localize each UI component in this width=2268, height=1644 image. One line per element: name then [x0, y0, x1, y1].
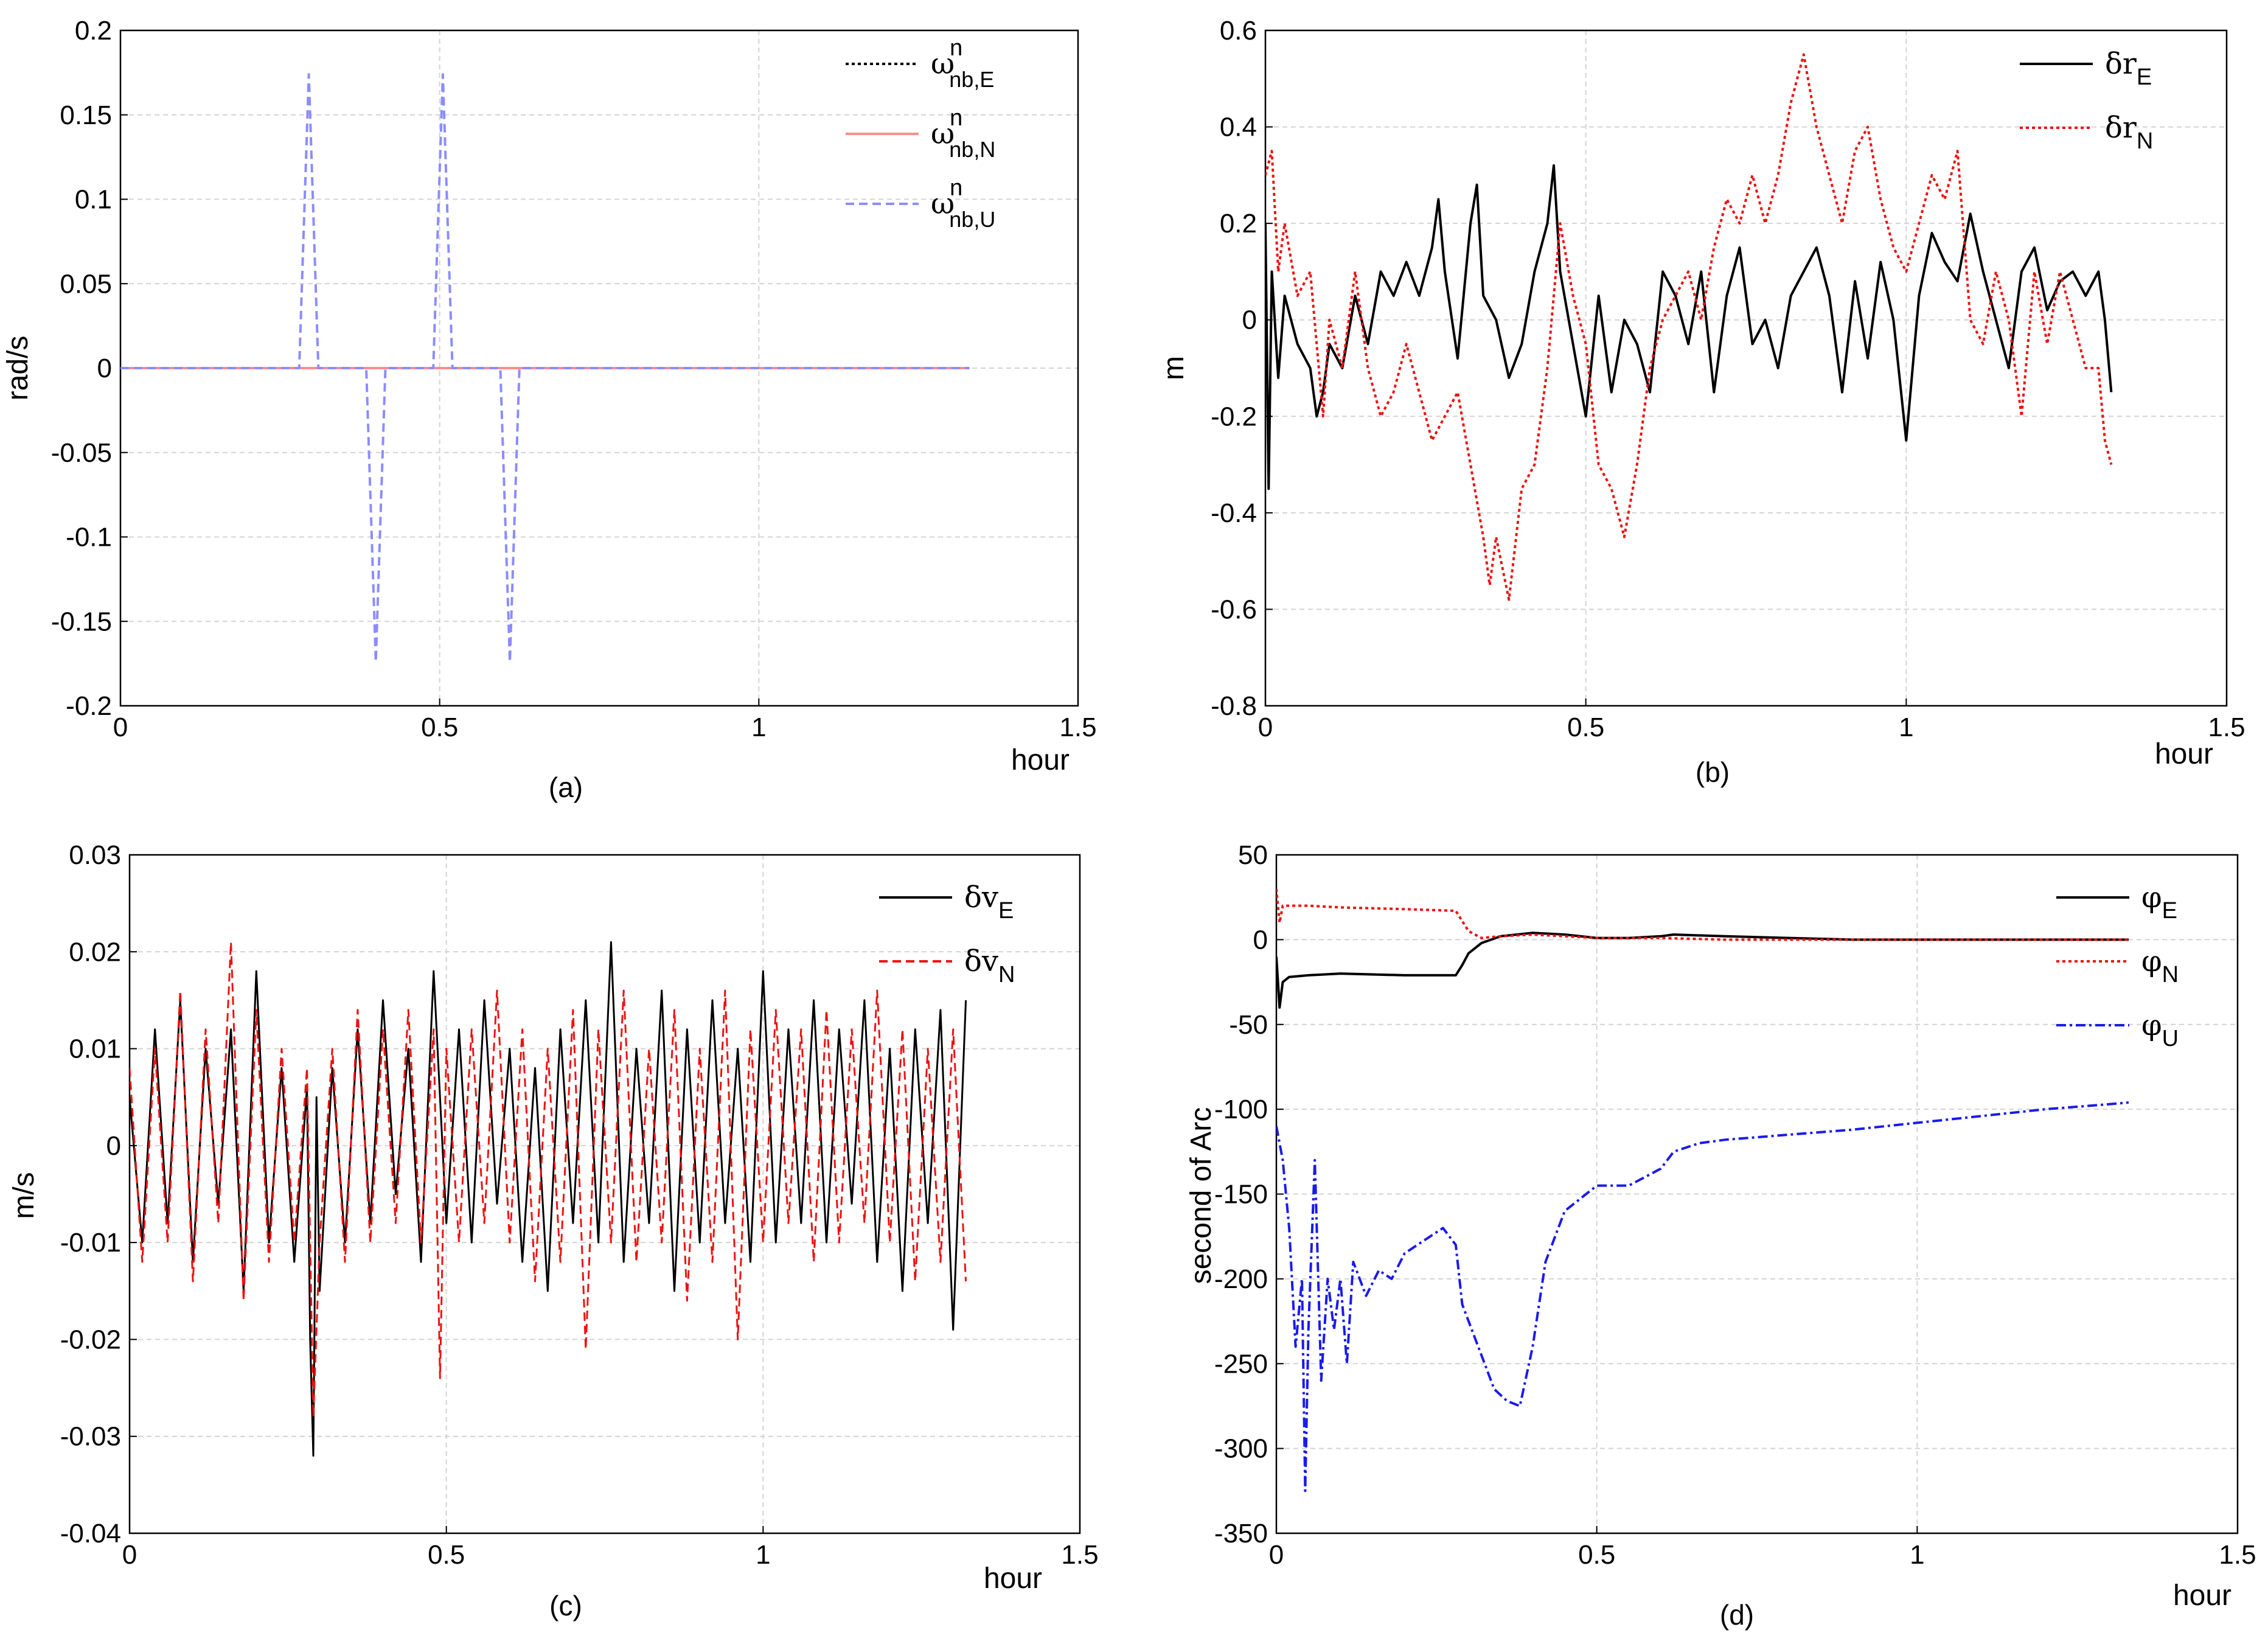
x-tick-label: 1.5: [1059, 712, 1096, 742]
chart-a: 0 0.5 1 1.5 -0.2 -0.15 -0.1 -0.05 0 0.05 0.1 0.15 0.…: [2, 16, 1097, 803]
chart-d: 0 0.5 1 1.5 -350 -300 -250 -200 -150 -100 -50 0 50 ho…: [1185, 840, 2256, 1631]
x-tick-label: 1: [756, 1540, 770, 1570]
y-tick-label: 0.02: [69, 937, 121, 967]
legend-label: δrE: [2105, 47, 2152, 90]
x-tick-label: 0.5: [421, 712, 458, 742]
y-tick-label: 0: [1242, 305, 1257, 335]
y-tick-label: -50: [1229, 1010, 1268, 1040]
legend-label: φE: [2141, 880, 2177, 924]
y-tick-label: -0.4: [1211, 498, 1257, 528]
x-tick-label: 0.5: [428, 1540, 465, 1570]
y-tick-label: 0.01: [69, 1034, 121, 1064]
y-tick-label: -0.04: [60, 1519, 121, 1548]
panel-caption: (b): [1696, 756, 1730, 788]
y-tick-label: -250: [1214, 1349, 1268, 1379]
y-tick-label: -0.03: [60, 1422, 121, 1452]
x-tick-label: 1.5: [1061, 1540, 1098, 1570]
x-axis-label: hour: [984, 1562, 1042, 1595]
y-tick-label: 0.2: [75, 16, 112, 46]
x-axis-label: hour: [2155, 738, 2213, 770]
y-axis-label: m/s: [8, 1172, 40, 1219]
x-tick-label: 0: [113, 712, 128, 742]
y-tick-label: -300: [1214, 1434, 1268, 1464]
y-tick-label: 0: [106, 1131, 121, 1161]
x-axis-label: hour: [2173, 1580, 2231, 1612]
x-tick-label: 1: [751, 712, 766, 742]
x-tick-label: 0: [122, 1540, 137, 1570]
legend-label: φN: [2141, 944, 2179, 987]
y-tick-label: -350: [1214, 1519, 1268, 1548]
x-tick-label: 1.5: [2219, 1540, 2256, 1570]
series-line-n: [130, 941, 967, 1418]
x-tick-label: 0: [1269, 1540, 1284, 1570]
y-tick-label: -0.1: [66, 523, 112, 552]
chart-b: 0 0.5 1 1.5 -0.8 -0.6 -0.4 -0.2 0 0.2 0.4 0.6 hour m (…: [1158, 16, 2245, 788]
y-axis-label: m: [1158, 356, 1190, 380]
series-line-e: [1265, 164, 2113, 490]
y-tick-label: -0.05: [51, 438, 112, 468]
y-tick-label: -0.6: [1211, 594, 1257, 624]
y-tick-label: 0.03: [69, 840, 121, 870]
legend-label: φU: [2141, 1008, 2179, 1051]
x-tick-label: 0.5: [1578, 1540, 1615, 1570]
legend-label: δrN: [2105, 111, 2153, 154]
legend-label: ωn nb,U: [931, 175, 995, 232]
y-tick-label: -0.15: [51, 607, 112, 636]
x-tick-label: 0.5: [1567, 712, 1604, 742]
panel-caption: (d): [1720, 1599, 1754, 1631]
y-tick-label: -0.8: [1211, 691, 1257, 721]
y-tick-label: 0.15: [60, 100, 112, 130]
y-tick-label: 0.2: [1220, 209, 1257, 239]
series-line-u: [1276, 1101, 2129, 1492]
y-tick-label: -100: [1214, 1095, 1268, 1124]
y-axis-label: second of Arc: [1185, 1107, 1217, 1284]
y-tick-label: 0.4: [1220, 113, 1257, 142]
legend-label: ωn nb,N: [931, 105, 995, 162]
y-tick-label: -150: [1214, 1180, 1268, 1210]
y-tick-label: -0.02: [60, 1325, 121, 1354]
legend-label: ωn nb,E: [931, 35, 994, 92]
chart-c: 0 0.5 1 1.5 -0.04 -0.03 -0.02 -0.01 0 0.01 0.02 0.0…: [8, 840, 1099, 1621]
x-tick-label: 1.5: [2208, 712, 2245, 742]
series-line-e: [130, 941, 967, 1457]
plot-frame: [128, 854, 1081, 1534]
x-tick-label: 0: [1258, 712, 1273, 742]
y-tick-label: 50: [1238, 840, 1268, 870]
x-tick-label: 1: [1910, 1540, 1924, 1570]
y-tick-label: 0: [1253, 925, 1268, 955]
y-tick-label: -0.2: [66, 691, 112, 721]
series-line-n: [1276, 888, 2129, 941]
legend-label: δvN: [964, 944, 1015, 987]
x-tick-label: 1: [1899, 712, 1913, 742]
y-tick-label: 0.05: [60, 269, 112, 299]
panel-caption: (c): [549, 1590, 582, 1621]
panel-caption: (a): [549, 771, 583, 803]
y-tick-label: 0.6: [1220, 16, 1257, 46]
y-axis-label: rad/s: [2, 336, 34, 401]
x-axis-label: hour: [1011, 744, 1070, 776]
y-tick-label: -0.2: [1211, 402, 1257, 431]
y-tick-label: -200: [1214, 1264, 1268, 1294]
y-tick-label: 0: [97, 354, 112, 383]
series-line-e: [1276, 932, 2129, 1009]
y-tick-label: 0.1: [75, 185, 112, 215]
legend-label: δvE: [964, 880, 1014, 924]
plot-frame: [1264, 29, 2228, 707]
y-tick-label: -0.01: [60, 1228, 121, 1258]
series-line-nbu: [120, 73, 970, 663]
series-line-n: [1265, 53, 2113, 601]
